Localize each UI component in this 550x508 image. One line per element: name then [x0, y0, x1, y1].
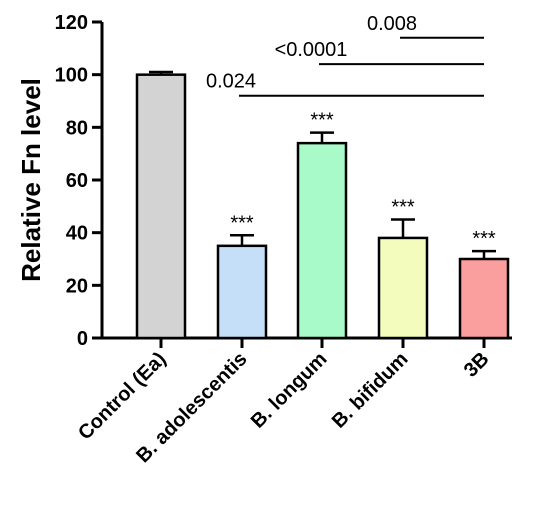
significance-stars: *** — [391, 197, 415, 219]
bar — [296, 141, 348, 340]
bar — [458, 257, 510, 340]
significance-annotations: 0.008 <0.0001 0.024 — [206, 13, 484, 97]
y-tick-label: 120 — [55, 12, 88, 34]
bar — [377, 236, 429, 340]
bar — [216, 244, 268, 340]
significance-stars: *** — [472, 228, 496, 250]
x-tick-label: B. bifidum — [328, 348, 413, 433]
p-value-label: 0.008 — [367, 13, 417, 35]
significance-stars: *** — [230, 212, 254, 234]
significance-stars: *** — [310, 110, 334, 132]
y-axis-label: Relative Fn level — [16, 78, 46, 282]
bars: *** *** *** *** — [135, 70, 510, 340]
x-tick-label: B. longum — [247, 348, 332, 433]
bar — [135, 73, 187, 340]
y-tick-label: 0 — [77, 328, 88, 350]
y-tick-label: 80 — [66, 117, 88, 139]
p-value-label: <0.0001 — [275, 39, 348, 61]
y-tick-label: 100 — [55, 65, 88, 87]
y-tick-label: 20 — [66, 275, 88, 297]
p-value-label: 0.024 — [206, 71, 256, 93]
y-tick-label: 40 — [66, 223, 88, 245]
y-tick-label: 60 — [66, 170, 88, 192]
x-tick-label: 3B — [460, 348, 494, 382]
